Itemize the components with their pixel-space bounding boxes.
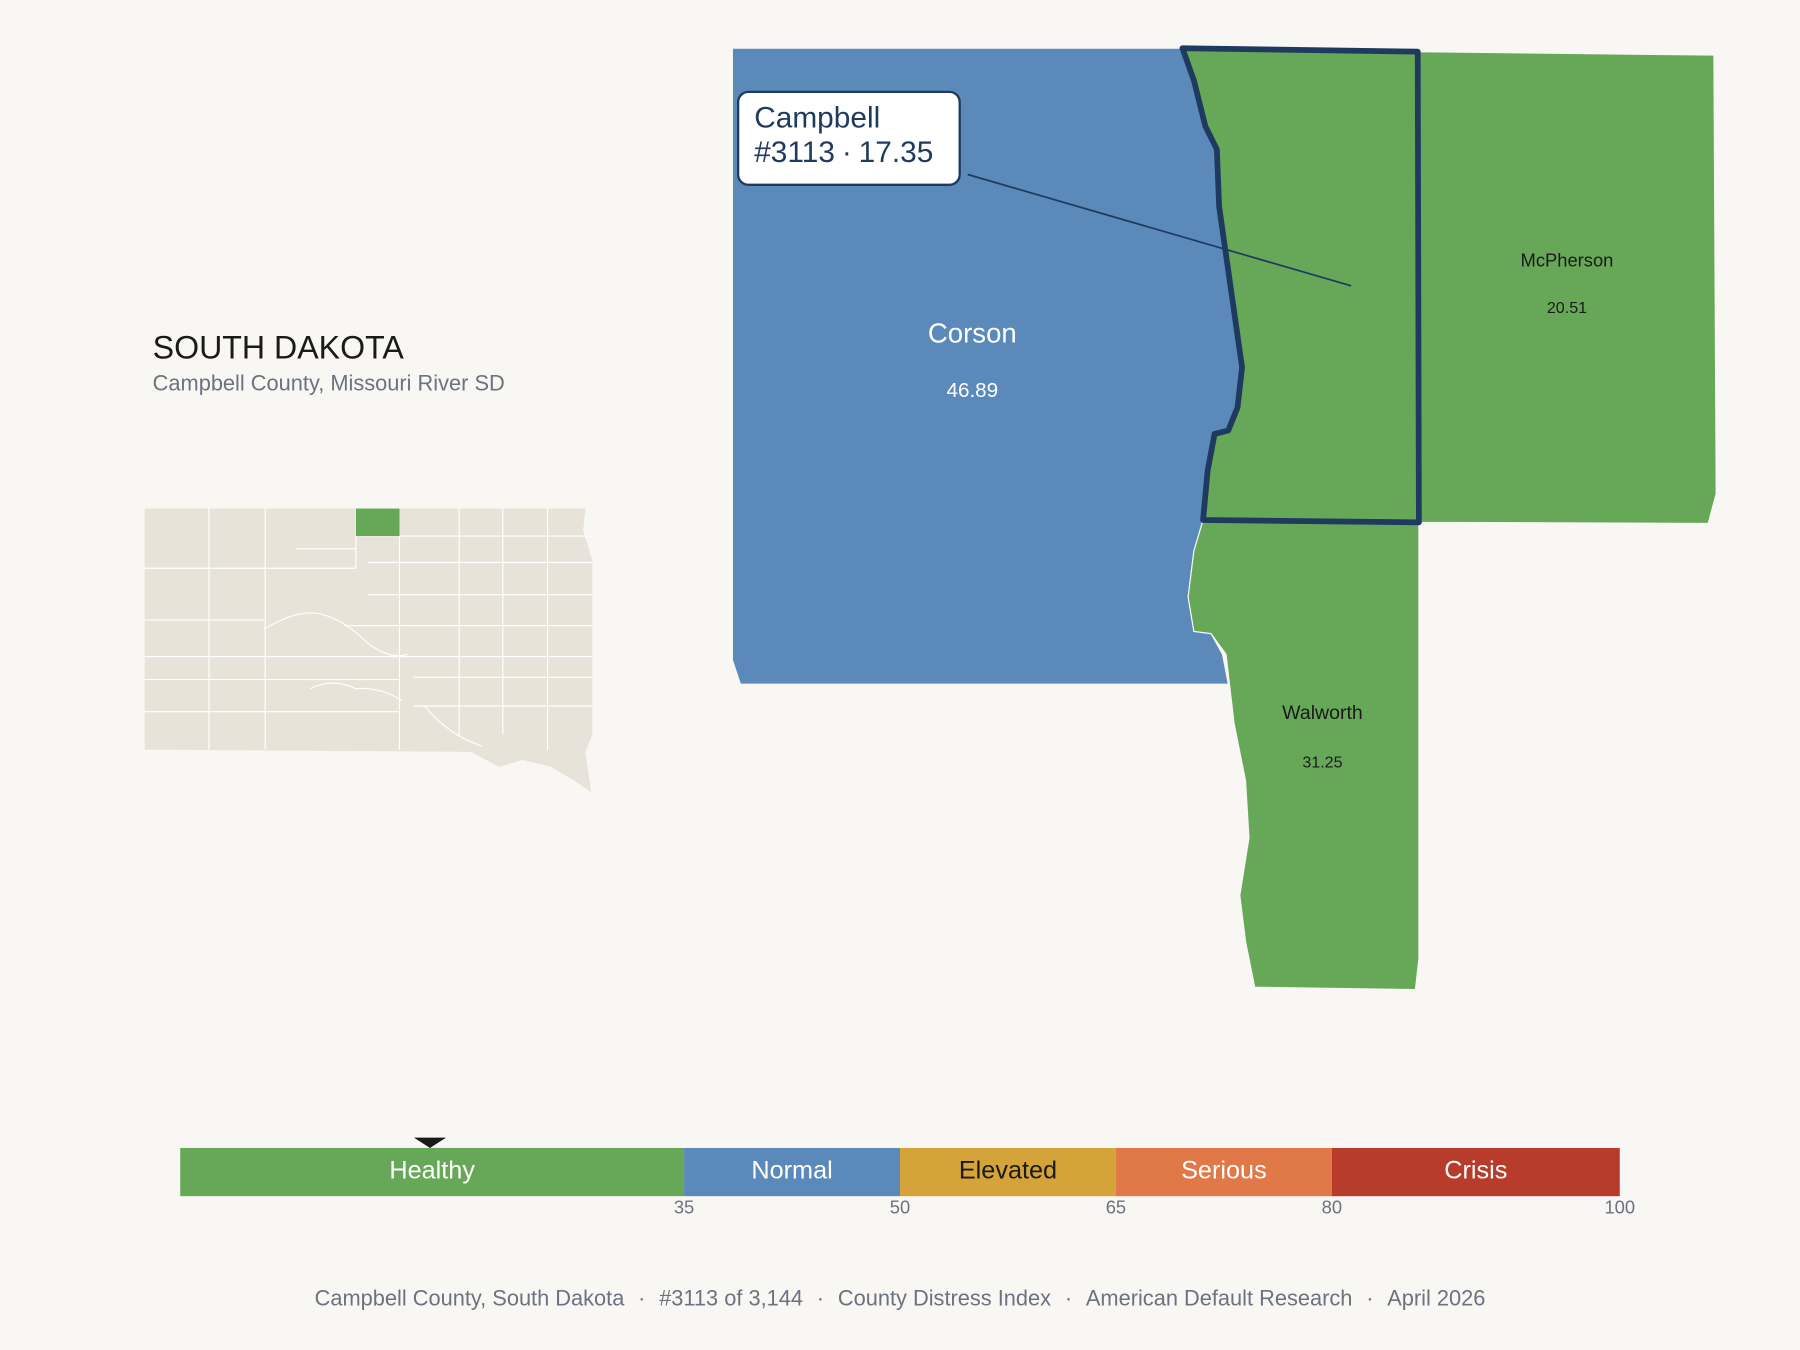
legend-marker xyxy=(413,1137,447,1148)
legend-band xyxy=(180,1147,685,1197)
legend-band-label: Crisis xyxy=(1444,1157,1507,1185)
legend-band xyxy=(900,1147,1116,1197)
footer-separator: · xyxy=(1366,1285,1373,1310)
callout-leader xyxy=(967,173,1352,287)
footer-separator: · xyxy=(638,1285,645,1310)
inset-map xyxy=(144,508,593,793)
county-score: 20.51 xyxy=(1547,299,1587,317)
footer-item: Campbell County, South Dakota xyxy=(315,1285,626,1310)
callout-rank: #3113 xyxy=(754,136,835,169)
legend-band xyxy=(1115,1147,1332,1197)
legend-tick-label: 100 xyxy=(1604,1197,1635,1218)
legend-band-label: Normal xyxy=(751,1157,832,1185)
footer-item: American Default Research xyxy=(1086,1285,1353,1310)
footer-separator: · xyxy=(1065,1285,1072,1310)
footer-item: April 2026 xyxy=(1387,1285,1485,1310)
county-group xyxy=(731,45,1717,991)
county-score: 31.25 xyxy=(1302,754,1342,772)
callout-name: Campbell xyxy=(754,101,880,134)
legend-band-label: Healthy xyxy=(389,1157,475,1185)
legend: Healthy Normal Elevated Serious Crisis 35 50 65… xyxy=(180,1137,1635,1218)
county-lines xyxy=(144,508,593,750)
inset-highlight xyxy=(355,508,400,537)
selected-county-shape xyxy=(1179,45,1422,526)
footer-item: County Distress Index xyxy=(838,1285,1051,1310)
county-shape xyxy=(1417,51,1717,525)
county-shape xyxy=(1187,519,1420,991)
legend-band-label: Serious xyxy=(1181,1157,1267,1185)
footer-item: #3113 of 3,144 xyxy=(659,1285,803,1310)
legend-tick-label: 50 xyxy=(890,1197,910,1218)
callout-separator: · xyxy=(842,136,852,169)
callout: Campbell #3113 · 17.35 xyxy=(736,90,1352,287)
footer: Campbell County, South Dakota · #3113 of 3… xyxy=(315,1285,1486,1310)
callout-score: 17.35 xyxy=(859,136,934,169)
county-score: 46.89 xyxy=(946,379,998,402)
legend-band-label: Elevated xyxy=(959,1157,1057,1185)
subtitle: Campbell County, Missouri River SD xyxy=(153,370,505,395)
callout-detail: #3113 · 17.35 xyxy=(754,136,933,169)
legend-tick-label: 35 xyxy=(674,1197,694,1218)
footer-separator: · xyxy=(817,1285,824,1310)
county-label: Walworth xyxy=(1282,702,1363,724)
legend-band xyxy=(1331,1147,1620,1197)
county-label: McPherson xyxy=(1521,250,1614,271)
legend-tick-label: 65 xyxy=(1106,1197,1126,1218)
county-label: Corson xyxy=(928,317,1017,348)
callout-box xyxy=(736,90,961,186)
legend-tick-label: 80 xyxy=(1322,1197,1342,1218)
state-outline xyxy=(144,508,593,793)
legend-band xyxy=(684,1147,900,1197)
title: SOUTH DAKOTA xyxy=(153,330,405,366)
